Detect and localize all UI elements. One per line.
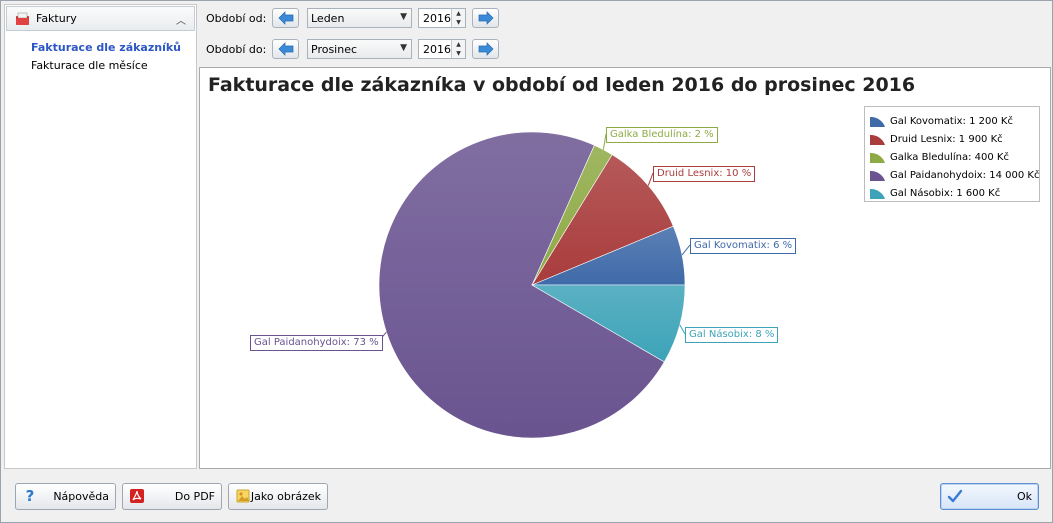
export-image-label: Jako obrázek: [250, 490, 321, 503]
spin-down-icon[interactable]: ▼: [456, 50, 461, 57]
export-pdf-button[interactable]: Do PDF: [122, 483, 222, 510]
slice-data-label: Gal Násobix: 8 %: [685, 327, 779, 343]
ok-button-label: Ok: [1016, 490, 1032, 503]
period-from-prev-button[interactable]: [272, 8, 299, 28]
legend-swatch: [870, 134, 885, 145]
sidebar: Faktury ︿ Fakturace dle zákazníků Faktur…: [4, 4, 197, 469]
spin-up-icon[interactable]: ▲: [456, 10, 461, 17]
spinner-buttons[interactable]: ▲ ▼: [451, 9, 465, 27]
slice-data-label: Galka Bledulína: 2 %: [606, 127, 718, 143]
arrow-left-icon: [278, 11, 293, 25]
slice-data-label: Gal Paidanohydoix: 73 %: [250, 335, 383, 351]
legend-item: Gal Násobix: 1 600 Kč: [869, 185, 1000, 201]
legend-swatch: [870, 188, 885, 199]
period-from-month-select[interactable]: Leden ▼: [307, 8, 412, 28]
pie-slice-2: [531, 154, 674, 286]
bottom-toolbar: ? Nápověda Do PDF Jako obrázek Ok: [4, 471, 1050, 519]
sidebar-group-header[interactable]: Faktury ︿: [6, 6, 195, 31]
period-from-label: Období od:: [206, 11, 267, 25]
period-from-year-value: 2016: [423, 11, 451, 25]
help-icon: ?: [25, 487, 35, 505]
export-pdf-label: Do PDF: [174, 490, 215, 503]
slice-data-label: Druid Lesnix: 10 %: [653, 166, 756, 182]
ok-button[interactable]: Ok: [940, 483, 1039, 510]
arrow-right-icon: [478, 42, 493, 56]
sidebar-item-customers[interactable]: Fakturace dle zákazníků: [31, 41, 182, 54]
period-to-month-value: Prosinec: [311, 42, 358, 56]
period-to-prev-button[interactable]: [272, 39, 299, 59]
checkmark-icon: [947, 489, 963, 503]
period-to-row: Období do: Prosinec ▼ 2016 ▲ ▼: [206, 38, 499, 60]
chevron-down-icon: ▼: [400, 12, 407, 22]
pie-chart: [377, 131, 691, 439]
legend-swatch: [870, 152, 885, 163]
legend-item: Galka Bledulína: 400 Kč: [869, 149, 1009, 165]
pdf-icon: [130, 489, 144, 503]
period-from-year-spinner[interactable]: 2016 ▲ ▼: [418, 8, 466, 28]
chevron-up-icon[interactable]: ︿: [176, 16, 186, 27]
legend-label: Druid Lesnix: 1 900 Kč: [890, 133, 1003, 145]
period-to-year-spinner[interactable]: 2016 ▲ ▼: [418, 39, 466, 59]
leader-line-3: [602, 133, 607, 150]
legend-item: Gal Paidanohydoix: 14 000 Kč: [869, 167, 1039, 183]
chart-panel: Fakturace dle zákazníka v období od lede…: [199, 67, 1051, 469]
invoice-folder-icon: [16, 12, 29, 25]
leader-line-2: [647, 172, 654, 186]
legend-label: Gal Paidanohydoix: 14 000 Kč: [890, 169, 1040, 181]
period-from-month-value: Leden: [311, 11, 345, 25]
period-from-next-button[interactable]: [472, 8, 499, 28]
legend-label: Gal Násobix: 1 600 Kč: [890, 187, 1001, 199]
period-to-next-button[interactable]: [472, 39, 499, 59]
chevron-down-icon: ▼: [400, 43, 407, 53]
leader-line-1: [681, 244, 691, 256]
period-from-row: Období od: Leden ▼ 2016 ▲ ▼: [206, 7, 499, 29]
chart-legend: Gal Kovomatix: 1 200 Kč Druid Lesnix: 1 9…: [864, 106, 1040, 202]
image-icon: [236, 489, 250, 503]
sidebar-item-months[interactable]: Fakturace dle měsíce: [31, 59, 148, 72]
spin-up-icon[interactable]: ▲: [456, 41, 461, 48]
legend-item: Gal Kovomatix: 1 200 Kč: [869, 113, 1013, 129]
arrow-right-icon: [478, 11, 493, 25]
period-to-year-value: 2016: [423, 42, 451, 56]
arrow-left-icon: [278, 42, 293, 56]
help-button-label: Nápověda: [53, 490, 109, 503]
legend-swatch: [870, 116, 885, 127]
leader-line-5: [679, 324, 686, 335]
legend-swatch: [870, 170, 885, 181]
help-button[interactable]: ? Nápověda: [15, 483, 116, 510]
legend-label: Gal Kovomatix: 1 200 Kč: [890, 115, 1013, 127]
sidebar-group-title: Faktury: [36, 12, 77, 25]
spinner-buttons[interactable]: ▲ ▼: [451, 40, 465, 58]
period-to-label: Období do:: [206, 42, 267, 56]
export-image-button[interactable]: Jako obrázek: [228, 483, 328, 510]
legend-item: Druid Lesnix: 1 900 Kč: [869, 131, 1003, 147]
legend-label: Galka Bledulína: 400 Kč: [890, 151, 1009, 163]
chart-title: Fakturace dle zákazníka v období od lede…: [208, 74, 916, 96]
spin-down-icon[interactable]: ▼: [456, 19, 461, 26]
period-to-month-select[interactable]: Prosinec ▼: [307, 39, 412, 59]
slice-data-label: Gal Kovomatix: 6 %: [690, 238, 797, 254]
pie-slice-4: [378, 131, 665, 439]
